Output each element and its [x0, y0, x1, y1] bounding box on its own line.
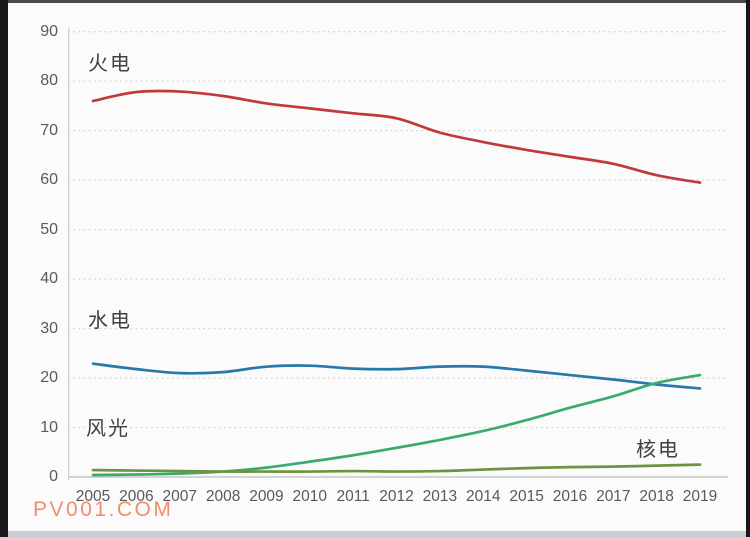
x-axis-tick-label: 2016: [552, 488, 588, 505]
series-line-nuclear: [91, 463, 702, 473]
y-axis-tick-label: 90: [40, 22, 58, 40]
y-axis-tick-label: 70: [40, 121, 58, 139]
y-axis-tick-label: 20: [40, 369, 58, 387]
series-label-nuclear-power: 核电: [636, 439, 680, 461]
x-axis-tick-label: 2009: [249, 488, 284, 505]
y-axis-tick-label: 10: [40, 418, 58, 436]
x-axis-tick-label: 2017: [596, 488, 631, 505]
frame-border-right: [746, 0, 750, 537]
y-axis-tick-label: 60: [40, 171, 58, 189]
line-chart-plot-area: [68, 27, 728, 480]
x-axis-tick-label: 2018: [639, 488, 674, 505]
x-axis-tick-label: 2019: [682, 488, 718, 505]
series-line-hydro: [91, 362, 702, 390]
x-axis-tick-label: 2012: [379, 488, 414, 505]
x-axis-tick-label: 2008: [205, 488, 241, 505]
series-line-wind-solar: [91, 373, 702, 477]
x-axis-tick-label: 2013: [422, 488, 458, 505]
frame-border-bottom: [0, 531, 750, 537]
x-axis-tick-label: 2014: [465, 488, 501, 505]
x-axis-tick-label: 2006: [119, 488, 154, 505]
x-axis-tick-label: 2005: [75, 488, 111, 505]
series-label-wind-solar-power: 风光: [86, 418, 130, 440]
x-axis-tick-label: 2007: [162, 488, 197, 505]
y-axis-tick-label: 30: [40, 319, 58, 337]
frame-border-top: [0, 0, 750, 3]
y-axis-tick-label: 0: [49, 468, 58, 485]
x-axis-tick-label: 2015: [509, 488, 544, 505]
y-axis-tick-label: 80: [40, 72, 58, 90]
y-axis-tick-label: 50: [40, 220, 58, 238]
series-line-thermal: [91, 89, 702, 184]
series-label-hydro-power: 水电: [88, 310, 132, 332]
watermark-text: PV001.COM: [33, 498, 174, 521]
x-axis-tick-label: 2011: [336, 488, 370, 505]
y-axis-tick-label: 40: [40, 270, 58, 288]
x-axis-tick-label: 2010: [292, 488, 328, 505]
frame-border-left: [0, 0, 8, 537]
series-label-thermal-power: 火电: [88, 53, 132, 75]
